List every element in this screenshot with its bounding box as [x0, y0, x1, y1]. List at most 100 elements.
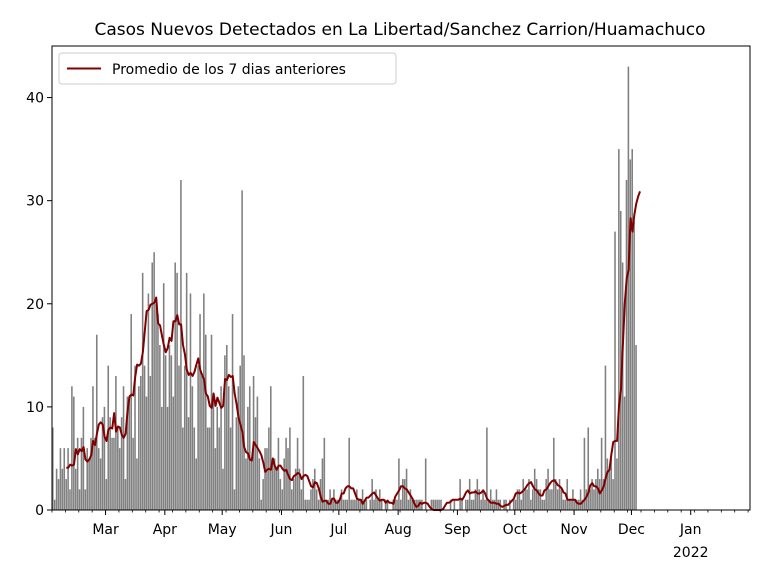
- bar: [340, 489, 343, 510]
- bar: [466, 499, 469, 510]
- bar: [486, 427, 488, 510]
- bar: [396, 499, 398, 510]
- bar: [189, 293, 192, 510]
- axes: 0 10 20 30 40 Mar Apr May Jun Jul Aug Sep Oct Nov Dec J…: [26, 45, 751, 561]
- bar: [103, 406, 106, 510]
- bar: [218, 427, 220, 510]
- bar: [400, 499, 402, 510]
- bar: [421, 499, 423, 510]
- bar: [256, 396, 259, 510]
- x-tick-label: Jun: [270, 522, 293, 538]
- bar: [543, 499, 546, 510]
- bar: [530, 499, 532, 510]
- bar: [518, 489, 521, 510]
- bar: [329, 489, 331, 510]
- bar: [468, 479, 471, 510]
- x-tick-label: Sep: [444, 522, 471, 538]
- bar: [279, 479, 282, 510]
- bar: [401, 479, 404, 510]
- bar: [224, 355, 226, 510]
- bar: [344, 499, 347, 510]
- bar: [260, 499, 263, 510]
- bar: [117, 427, 119, 510]
- bar: [283, 458, 285, 510]
- bar: [432, 499, 435, 510]
- bar: [134, 365, 136, 510]
- bar: [327, 499, 329, 510]
- bar: [145, 396, 148, 510]
- bar: [553, 437, 555, 510]
- bar: [147, 293, 150, 510]
- bar: [377, 499, 379, 510]
- bar: [97, 448, 100, 510]
- bar: [453, 499, 456, 510]
- x-tick-label: Dec: [618, 522, 645, 538]
- bar: [531, 489, 534, 510]
- bar: [139, 375, 142, 510]
- bar: [619, 210, 622, 511]
- bar: [591, 479, 593, 510]
- bar: [595, 479, 597, 510]
- bar: [577, 499, 580, 510]
- bar: [520, 499, 523, 510]
- bar: [335, 499, 337, 510]
- x-tick-label: Mar: [92, 522, 119, 538]
- bar: [71, 386, 73, 510]
- bar: [394, 499, 396, 510]
- bar: [598, 479, 601, 510]
- bar: [409, 489, 412, 510]
- bar: [604, 365, 607, 510]
- bar: [392, 499, 394, 510]
- bar: [199, 314, 201, 510]
- bar: [245, 458, 247, 510]
- bar: [258, 458, 261, 510]
- bar: [556, 489, 559, 510]
- bar: [65, 479, 67, 510]
- bar: [291, 489, 293, 510]
- bar: [111, 437, 113, 510]
- bar: [535, 479, 538, 510]
- bar: [151, 262, 154, 510]
- bar: [476, 479, 479, 510]
- bar: [350, 499, 352, 510]
- bar: [107, 365, 110, 510]
- bar: [201, 375, 203, 510]
- bar: [73, 396, 75, 510]
- bar: [574, 499, 576, 510]
- bar: [411, 499, 414, 510]
- bar: [187, 417, 190, 510]
- bar: [465, 499, 467, 510]
- bar: [564, 499, 567, 510]
- x-tick-sublabel: 2022: [673, 545, 709, 561]
- bar: [315, 489, 318, 510]
- bar: [94, 437, 96, 510]
- bar: [608, 468, 611, 510]
- bar: [210, 334, 213, 510]
- bar: [470, 499, 473, 510]
- bar: [438, 499, 440, 510]
- bar: [250, 458, 253, 510]
- bar: [183, 365, 186, 510]
- bar: [545, 479, 547, 510]
- bar: [357, 499, 360, 510]
- bar: [522, 479, 524, 510]
- bar: [541, 499, 544, 510]
- bar: [243, 355, 245, 510]
- bar: [271, 458, 274, 510]
- bar: [606, 458, 609, 510]
- bar: [231, 314, 234, 510]
- bar: [273, 458, 276, 510]
- bar: [270, 386, 272, 510]
- bar: [298, 468, 301, 510]
- bar: [612, 479, 614, 510]
- bar: [310, 489, 312, 510]
- bar: [424, 458, 427, 510]
- bar: [600, 437, 603, 510]
- bar: [306, 499, 308, 510]
- bar: [568, 499, 570, 510]
- bar: [336, 499, 339, 510]
- bar: [294, 468, 297, 510]
- bar: [313, 468, 316, 510]
- bar: [581, 499, 584, 510]
- bar: [491, 499, 494, 510]
